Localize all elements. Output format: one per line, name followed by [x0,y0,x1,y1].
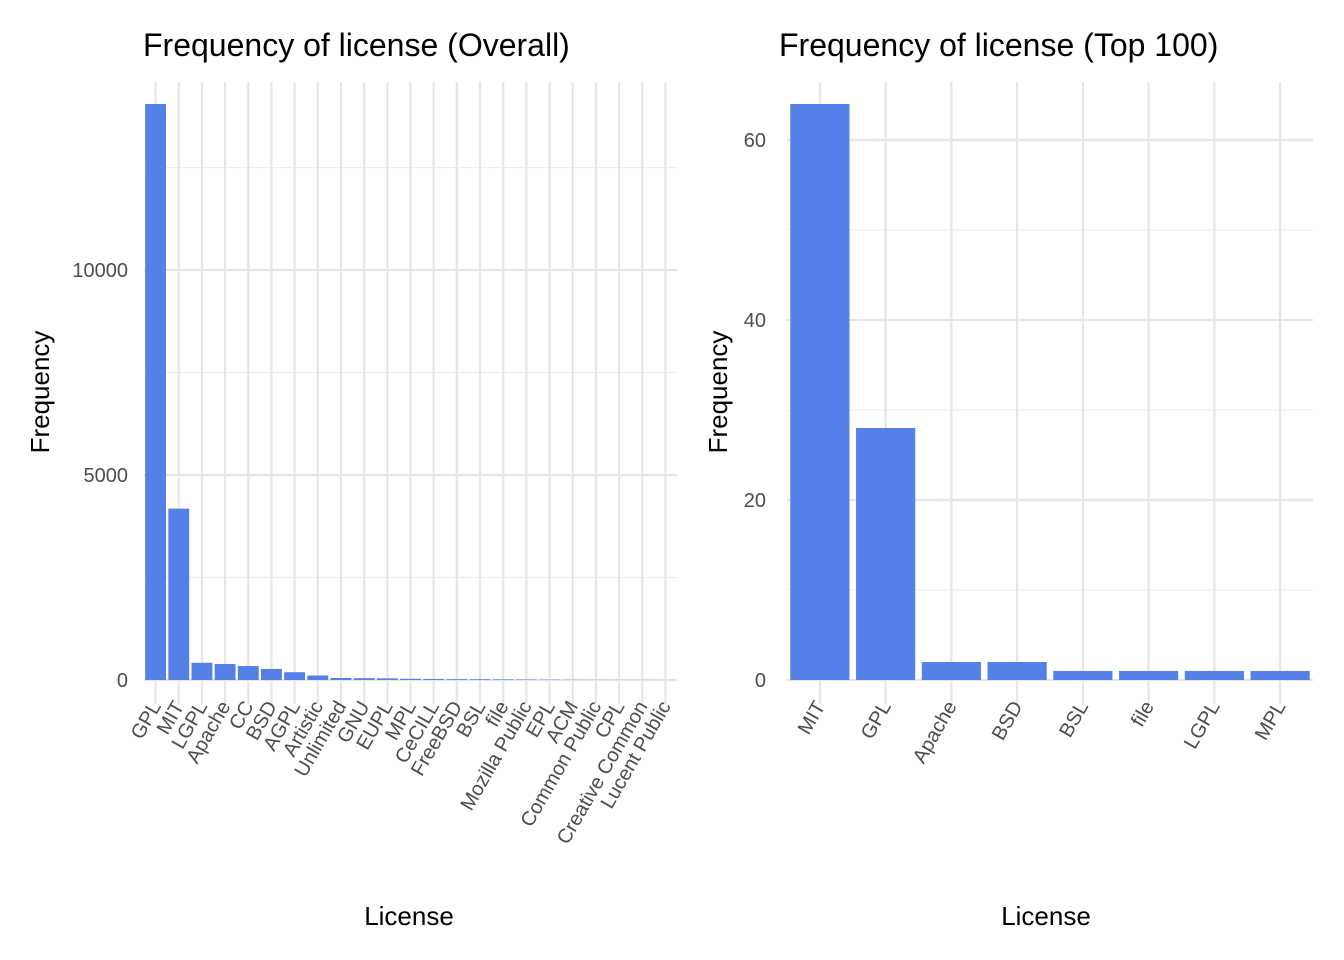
y-tick-label: 10000 [72,260,128,282]
major-grid-overall [144,82,677,704]
chart-top100: 0 20 40 60 MIT GPL Apache BSD BSL file LGPL MPL Fr… [703,27,1313,931]
bar-bsd [987,662,1047,680]
bar-agpl [284,672,306,680]
x-ticks-overall: GPLMITLGPLApacheCCBSDAGPLArtisticUnlimit… [127,698,676,849]
bar-lgpl [1184,671,1244,680]
y-axis-title-top100: Frequency [703,331,733,454]
x-tick-label: LGPL [1180,698,1225,753]
bar-freebsd [446,679,468,680]
bar-lgpl [191,662,213,680]
y-axis-title-overall: Frequency [25,331,55,454]
x-axis-title-overall: License [364,901,454,931]
bar-apache [921,662,981,680]
y-tick-label: 0 [117,670,128,692]
x-tick-label: file [1127,698,1159,731]
bar-gpl [145,104,167,680]
y-tick-label: 5000 [84,465,129,487]
bar-bsd [261,668,282,680]
bar-mpl [400,678,421,680]
bar-mit [790,104,850,680]
bar-eupl [376,678,398,680]
bars-top100 [790,104,1310,680]
x-tick-label: BSD [988,698,1028,745]
x-tick-label: MIT [794,698,830,739]
bar-mit [168,508,190,680]
bar-apache [214,664,236,680]
bar-cecill [423,678,445,680]
y-tick-label: 0 [755,670,766,692]
bar-cc [237,666,259,680]
x-tick-label: Apache [909,698,962,768]
x-axis-title-top100: License [1001,901,1091,931]
bar-file [1119,671,1179,680]
chart-title-overall: Frequency of license (Overall) [143,27,570,63]
chart-title-top100: Frequency of license (Top 100) [779,27,1218,63]
x-tick-label: GPL [857,698,896,744]
y-ticks-top100: 0 20 40 60 [744,130,766,692]
x-tick-label: MPL [1251,698,1291,745]
bar-gpl [856,428,916,680]
x-tick-label: BSL [1055,698,1093,742]
bar-artistic [307,675,329,680]
y-tick-label: 40 [744,310,766,332]
chart-overall: 0 5000 10000 GPLMITLGPLApacheCCBSDAGPLArti… [25,27,677,931]
bar-unlimited [330,677,352,680]
y-ticks-overall: 0 5000 10000 [72,260,128,692]
y-tick-label: 60 [744,130,766,152]
bar-gnu [353,678,375,680]
y-tick-label: 20 [744,490,766,512]
bar-file [492,679,514,680]
x-ticks-top100: MIT GPL Apache BSD BSL file LGPL MPL [794,698,1291,768]
bar-bsl [469,679,491,680]
bars-overall [145,104,676,680]
bar-mpl [1250,671,1310,680]
bar-bsl [1053,671,1113,680]
